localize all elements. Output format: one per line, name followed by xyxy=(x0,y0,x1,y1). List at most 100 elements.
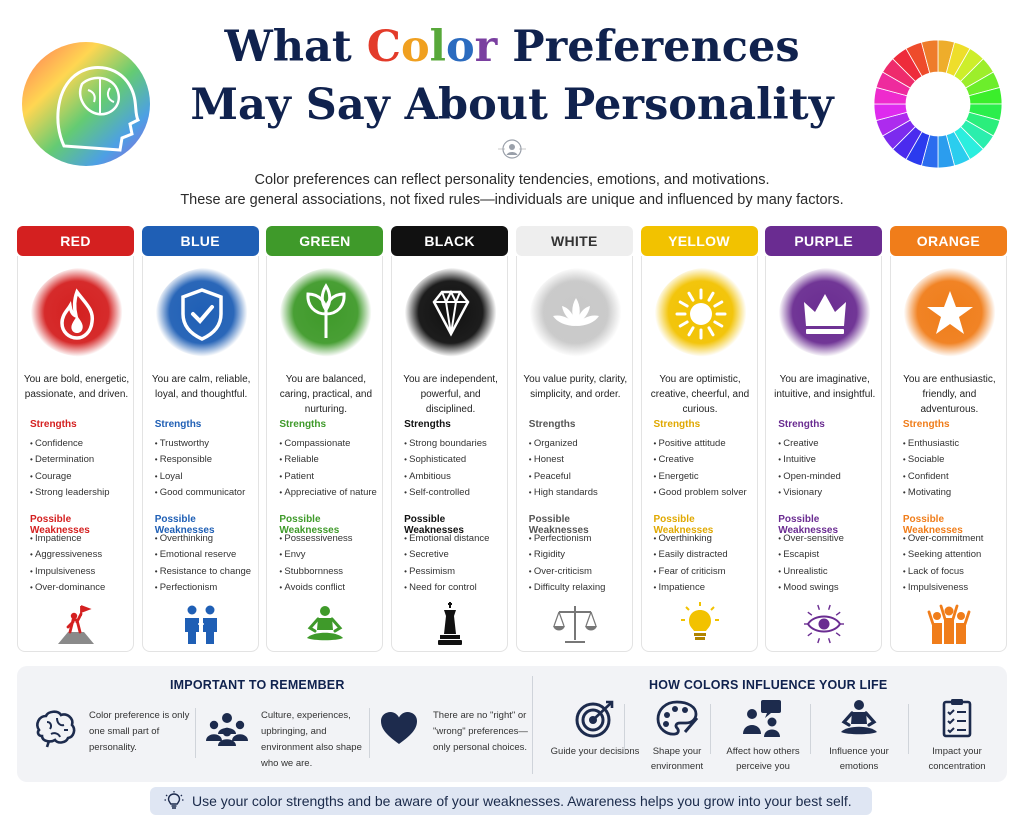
strength-item: Appreciative of nature xyxy=(279,485,383,501)
strengths-list: TrustworthyResponsibleLoyalGood communic… xyxy=(155,436,259,501)
strengths-list: Positive attitudeCreativeEnergeticGood p… xyxy=(654,436,758,501)
people-group-icon xyxy=(206,713,248,746)
card-description: You value purity, clarity, simplicity, a… xyxy=(523,374,628,400)
strengths-label: Strengths xyxy=(778,419,825,430)
card-body: You value purity, clarity, simplicity, a… xyxy=(515,256,633,652)
weakness-item: Overthinking xyxy=(155,531,259,547)
rainbow-head-brain-icon xyxy=(22,42,150,166)
card-color-name: BLACK xyxy=(424,233,475,249)
chess-king-icon xyxy=(438,602,463,645)
weaknesses-list: Over-sensitiveEscapistUnrealisticMood sw… xyxy=(778,531,882,596)
strength-item: Motivating xyxy=(903,485,1007,501)
weakness-item: Unrealistic xyxy=(778,564,882,580)
card-description: You are balanced, caring, practical, and… xyxy=(279,374,373,415)
weakness-item: Lack of focus xyxy=(903,564,1007,580)
meditation-icon xyxy=(307,606,344,641)
weakness-item: Aggressiveness xyxy=(30,547,134,563)
strengths-label: Strengths xyxy=(653,419,701,430)
color-card-white: WHITE xyxy=(515,226,633,652)
card-color-name: RED xyxy=(60,233,91,249)
title-line-2: May Say About Personality xyxy=(190,80,834,130)
strength-item: Creative xyxy=(654,452,758,468)
card-body: You are enthusiastic, friendly, and adve… xyxy=(889,256,1007,652)
strengths-label: Strengths xyxy=(30,419,77,430)
card-description: You are optimistic, creative, cheerful, … xyxy=(650,374,750,415)
strengths-label: Strengths xyxy=(404,419,451,430)
card-description: You are bold, energetic, passionate, and… xyxy=(23,374,130,400)
weakness-item: Mood swings xyxy=(778,580,882,596)
separator xyxy=(710,704,711,754)
weakness-item: Seeking attention xyxy=(903,547,1007,563)
palette-icon xyxy=(656,700,699,736)
weakness-item: Envy xyxy=(279,547,383,563)
separator xyxy=(908,704,909,754)
strength-item: Visionary xyxy=(778,485,882,501)
weakness-item: Possessiveness xyxy=(279,531,383,547)
weakness-item: Resistance to change xyxy=(155,564,259,580)
strength-item: Patient xyxy=(279,469,383,485)
remember-item-people: Culture, experiences, upbringing, and en… xyxy=(203,704,371,769)
influence-item-emotions: Influence your emotions xyxy=(811,698,907,778)
strength-item: Good communicator xyxy=(155,485,259,501)
remember-title: IMPORTANT TO REMEMBER xyxy=(170,678,345,692)
title-word-part: o xyxy=(400,22,430,72)
sun-icon xyxy=(654,267,746,357)
title-word-part: o xyxy=(445,22,475,72)
summit-flag-icon xyxy=(58,605,94,644)
strength-item: Reliable xyxy=(279,452,383,468)
strength-item: Honest xyxy=(529,452,633,468)
lightbulb-icon xyxy=(680,602,719,640)
weakness-item: Easily distracted xyxy=(654,547,758,563)
strength-item: Confidence xyxy=(30,436,134,452)
weakness-item: Over-commitment xyxy=(903,531,1007,547)
checklist-icon xyxy=(942,699,972,738)
weaknesses-list: ImpatienceAggressivenessImpulsivenessOve… xyxy=(30,531,134,596)
color-wheel-icon xyxy=(873,39,1003,169)
weakness-item: Over-sensitive xyxy=(778,531,882,547)
strengths-list: EnthusiasticSociableConfidentMotivating xyxy=(903,436,1007,501)
card-description: You are imaginative, intuitive, and insi… xyxy=(774,374,876,400)
card-description: You are enthusiastic, friendly, and adve… xyxy=(903,374,996,415)
strengths-list: CompassionateReliablePatientAppreciative… xyxy=(279,436,383,501)
card-color-name: BLUE xyxy=(180,233,220,249)
strength-item: Courage xyxy=(30,469,134,485)
color-card-green: GREEN xyxy=(266,226,384,652)
weakness-item: Fear of criticism xyxy=(654,564,758,580)
weaknesses-list: Emotional distanceSecretivePessimismNeed… xyxy=(404,531,508,596)
influence-item-environment: Shape your environment xyxy=(629,698,725,778)
subtitle: Color preferences can reflect personalit… xyxy=(120,170,904,210)
color-card-black: BLACK You are independent, pow xyxy=(391,226,509,652)
remember-item-heart: There are no "right" or "wrong" preferen… xyxy=(375,704,528,764)
weakness-item: Pessimism xyxy=(404,564,508,580)
weakness-item: Over-dominance xyxy=(30,580,134,596)
weaknesses-list: OverthinkingEmotional reserveResistance … xyxy=(155,531,259,596)
weakness-item: Secretive xyxy=(404,547,508,563)
balance-scale-icon xyxy=(552,606,597,643)
crown-icon xyxy=(778,267,871,357)
leaves-icon xyxy=(280,267,372,357)
star-icon xyxy=(903,267,996,357)
strength-item: Organized xyxy=(529,436,633,452)
card-header: GREEN xyxy=(266,226,384,256)
color-card-orange: ORANGE You are enthusiastic, friendly, a… xyxy=(889,226,1007,652)
weakness-item: Perfectionism xyxy=(529,531,633,547)
cheering-group-icon xyxy=(927,604,971,644)
strengths-list: OrganizedHonestPeacefulHigh standards xyxy=(529,436,633,501)
card-body: You are independent, powerful, and disci… xyxy=(391,256,509,652)
strength-item: Sociable xyxy=(903,452,1007,468)
title-word-part: What xyxy=(224,22,367,72)
strengths-label: Strengths xyxy=(279,419,327,430)
strength-item: Open-minded xyxy=(778,469,882,485)
color-card-purple: PURPLE You are imaginative, in xyxy=(765,226,883,652)
diamond-icon xyxy=(404,267,497,357)
strengths-label: Strengths xyxy=(902,419,950,430)
weakness-item: Rigidity xyxy=(529,547,633,563)
strength-item: Self-controlled xyxy=(404,485,508,501)
strength-item: Confident xyxy=(903,469,1007,485)
weakness-item: Need for control xyxy=(404,580,508,596)
strength-item: Determination xyxy=(30,452,134,468)
strength-item: Peaceful xyxy=(529,469,633,485)
influence-text-3: Affect how others perceive you xyxy=(726,746,800,772)
influence-text-1: Guide your decisions xyxy=(550,746,640,757)
card-header: RED xyxy=(17,226,134,256)
